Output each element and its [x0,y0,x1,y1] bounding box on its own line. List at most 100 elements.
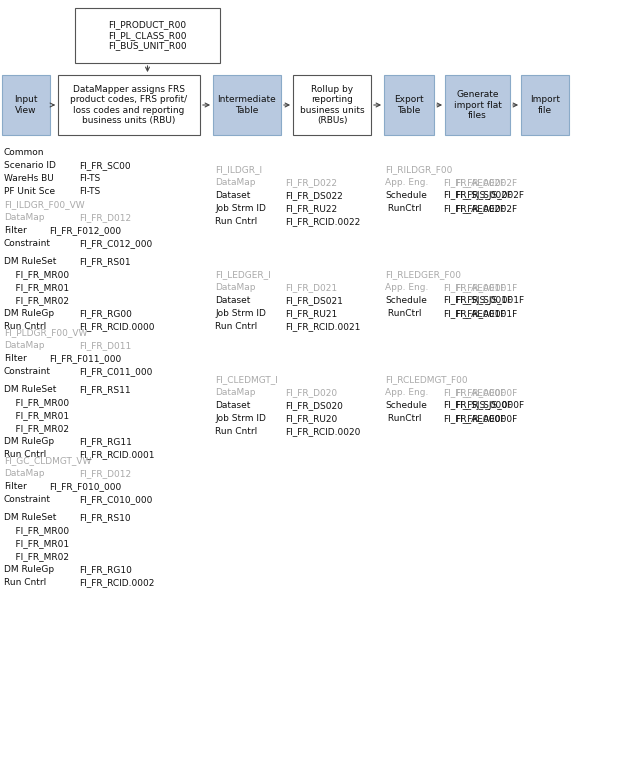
Text: FI_FR_SJS_000F: FI_FR_SJS_000F [455,401,524,410]
Text: FI_FR_MR02: FI_FR_MR02 [4,296,69,305]
Text: FI_FR_MR01: FI_FR_MR01 [4,539,69,548]
Bar [384,75,434,135]
Text: FI_FR_RS10: FI_FR_RS10 [79,513,130,522]
Text: DataMap: DataMap [4,469,45,478]
Bar [58,75,200,135]
Text: PF Unit Sce: PF Unit Sce [4,187,55,196]
Bar [75,8,220,63]
Text: DataMap: DataMap [215,388,255,397]
Text: DM RuleSet: DM RuleSet [4,513,56,522]
Text: FI_FR_SC00: FI_FR_SC00 [79,161,130,170]
Text: FI_FR_MR01: FI_FR_MR01 [4,411,69,420]
Text: FI_FR_D022: FI_FR_D022 [285,178,337,187]
Text: Run Cntrl: Run Cntrl [215,427,257,436]
Text: FI_PRODUCT_R00
FI_PL_CLASS_R00
FI_BUS_UNIT_R00: FI_PRODUCT_R00 FI_PL_CLASS_R00 FI_BUS_UN… [108,20,187,50]
Text: Run Cntrl: Run Cntrl [4,578,46,587]
Text: FI_FR_RS01: FI_FR_RS01 [79,257,130,266]
Text: FI_ILDGR_F00_VW: FI_ILDGR_F00_VW [4,200,85,209]
Text: FI_FR_AE000F: FI_FR_AE000F [443,388,505,397]
Text: Filter: Filter [4,226,27,235]
Text: Job Strm ID: Job Strm ID [215,309,266,318]
Text: FI_FR_RCID.0021: FI_FR_RCID.0021 [285,322,361,331]
Text: FI_FR_MR02: FI_FR_MR02 [4,424,69,434]
Text: App. Eng.: App. Eng. [385,388,428,397]
Text: FI_FR_D012: FI_FR_D012 [79,213,131,222]
Bar [2,75,50,135]
Text: DM RuleGp: DM RuleGp [4,309,54,318]
Text: FI_FR_C012_000: FI_FR_C012_000 [79,239,152,248]
Text: Intermediate
Table: Intermediate Table [218,96,277,114]
Text: FI_ILDGR_I: FI_ILDGR_I [215,165,262,174]
Text: FI_FR_SJS_002F: FI_FR_SJS_002F [443,191,512,200]
Text: FI_FR_AE002F: FI_FR_AE002F [455,178,517,187]
Text: FI_FR_F011_000: FI_FR_F011_000 [49,354,121,363]
Text: Input
View: Input View [14,96,38,114]
Text: FI_FR_RCID.0002: FI_FR_RCID.0002 [79,578,154,587]
Text: Filter: Filter [4,482,27,491]
Text: App. Eng.: App. Eng. [385,283,428,292]
Text: Import
file: Import file [530,96,560,114]
Text: FI_FR_RCID.0022: FI_FR_RCID.0022 [285,217,361,226]
Text: FI_FR_D012: FI_FR_D012 [79,469,131,478]
Bar [445,75,510,135]
Text: RunCtrl: RunCtrl [385,414,421,423]
Text: FI_FR_RCID.0020: FI_FR_RCID.0020 [285,427,361,436]
Text: FI_FR_AE000F: FI_FR_AE000F [455,388,517,397]
Text: FI_FR_F012_000: FI_FR_F012_000 [49,226,121,235]
Text: DataMapper assigns FRS
product codes, FRS profit/
loss codes and reporting
busin: DataMapper assigns FRS product codes, FR… [70,85,187,125]
Text: WareHs BU: WareHs BU [4,174,54,183]
Text: Schedule: Schedule [385,296,427,305]
Text: FI_FR_AE001F: FI_FR_AE001F [443,283,505,292]
Text: FI_FR_AE000F: FI_FR_AE000F [455,414,517,423]
Text: FI_GC_CLDMGT_VW: FI_GC_CLDMGT_VW [4,456,92,465]
Text: FI_FR_RG10: FI_FR_RG10 [79,565,132,575]
Text: Run Cntrl: Run Cntrl [4,450,46,459]
Text: FI_FR_MR02: FI_FR_MR02 [4,552,69,561]
Text: FI_FR_RCID.0001: FI_FR_RCID.0001 [79,450,154,459]
Text: Job Strm ID: Job Strm ID [215,204,266,213]
Text: FI_FR_RU22: FI_FR_RU22 [285,204,337,213]
Text: FI_RLEDGER_F00: FI_RLEDGER_F00 [385,270,461,279]
Bar [293,75,371,135]
Text: FI_FR_DS022: FI_FR_DS022 [285,191,343,200]
Text: Dataset: Dataset [215,401,250,410]
Text: FI_FR_SJS_001F: FI_FR_SJS_001F [443,296,512,305]
Text: Common: Common [4,148,45,157]
Text: Run Cntrl: Run Cntrl [215,217,257,226]
Text: FI_FR_RG00: FI_FR_RG00 [79,309,132,318]
Text: Run Cntrl: Run Cntrl [215,322,257,331]
Text: FI-TS: FI-TS [79,174,100,183]
Text: FI_PLDGR_F00_VW: FI_PLDGR_F00_VW [4,328,87,337]
Text: FI_FR_RU21: FI_FR_RU21 [285,309,337,318]
Text: FI_FR_C010_000: FI_FR_C010_000 [79,495,152,504]
Text: Schedule: Schedule [385,191,427,200]
Bar [213,75,281,135]
Text: FI_FR_AE002F: FI_FR_AE002F [455,204,517,213]
Text: DataMap: DataMap [215,178,255,187]
Text: FI_CLEDMGT_I: FI_CLEDMGT_I [215,375,278,384]
Text: Constraint: Constraint [4,367,51,376]
Text: FI_FR_AE000F: FI_FR_AE000F [443,414,505,423]
Text: RunCtrl: RunCtrl [385,309,421,318]
Bar [521,75,569,135]
Text: FI_FR_AE001F: FI_FR_AE001F [455,309,517,318]
Text: RunCtrl: RunCtrl [385,204,421,213]
Text: Job Strm ID: Job Strm ID [215,414,266,423]
Text: Generate
import flat
files: Generate import flat files [453,90,502,120]
Text: FI_FR_D021: FI_FR_D021 [285,283,337,292]
Text: FI_FR_DS021: FI_FR_DS021 [285,296,343,305]
Text: Run Cntrl: Run Cntrl [4,322,46,331]
Text: FI_RILDGR_F00: FI_RILDGR_F00 [385,165,452,174]
Text: DataMap: DataMap [215,283,255,292]
Text: FI-TS: FI-TS [79,187,100,196]
Text: DM RuleGp: DM RuleGp [4,565,54,575]
Text: FI_FR_AE001F: FI_FR_AE001F [443,309,505,318]
Text: Schedule: Schedule [385,401,427,410]
Text: FI_FR_F010_000: FI_FR_F010_000 [49,482,121,491]
Text: FI_FR_AE002F: FI_FR_AE002F [443,204,505,213]
Text: FI_FR_MR00: FI_FR_MR00 [4,398,69,407]
Text: FI_LEDGER_I: FI_LEDGER_I [215,270,271,279]
Text: FI_FR_AE002F: FI_FR_AE002F [443,178,505,187]
Text: FI_FR_MR01: FI_FR_MR01 [4,283,69,292]
Text: FI_FR_SJS_001F: FI_FR_SJS_001F [455,296,524,305]
